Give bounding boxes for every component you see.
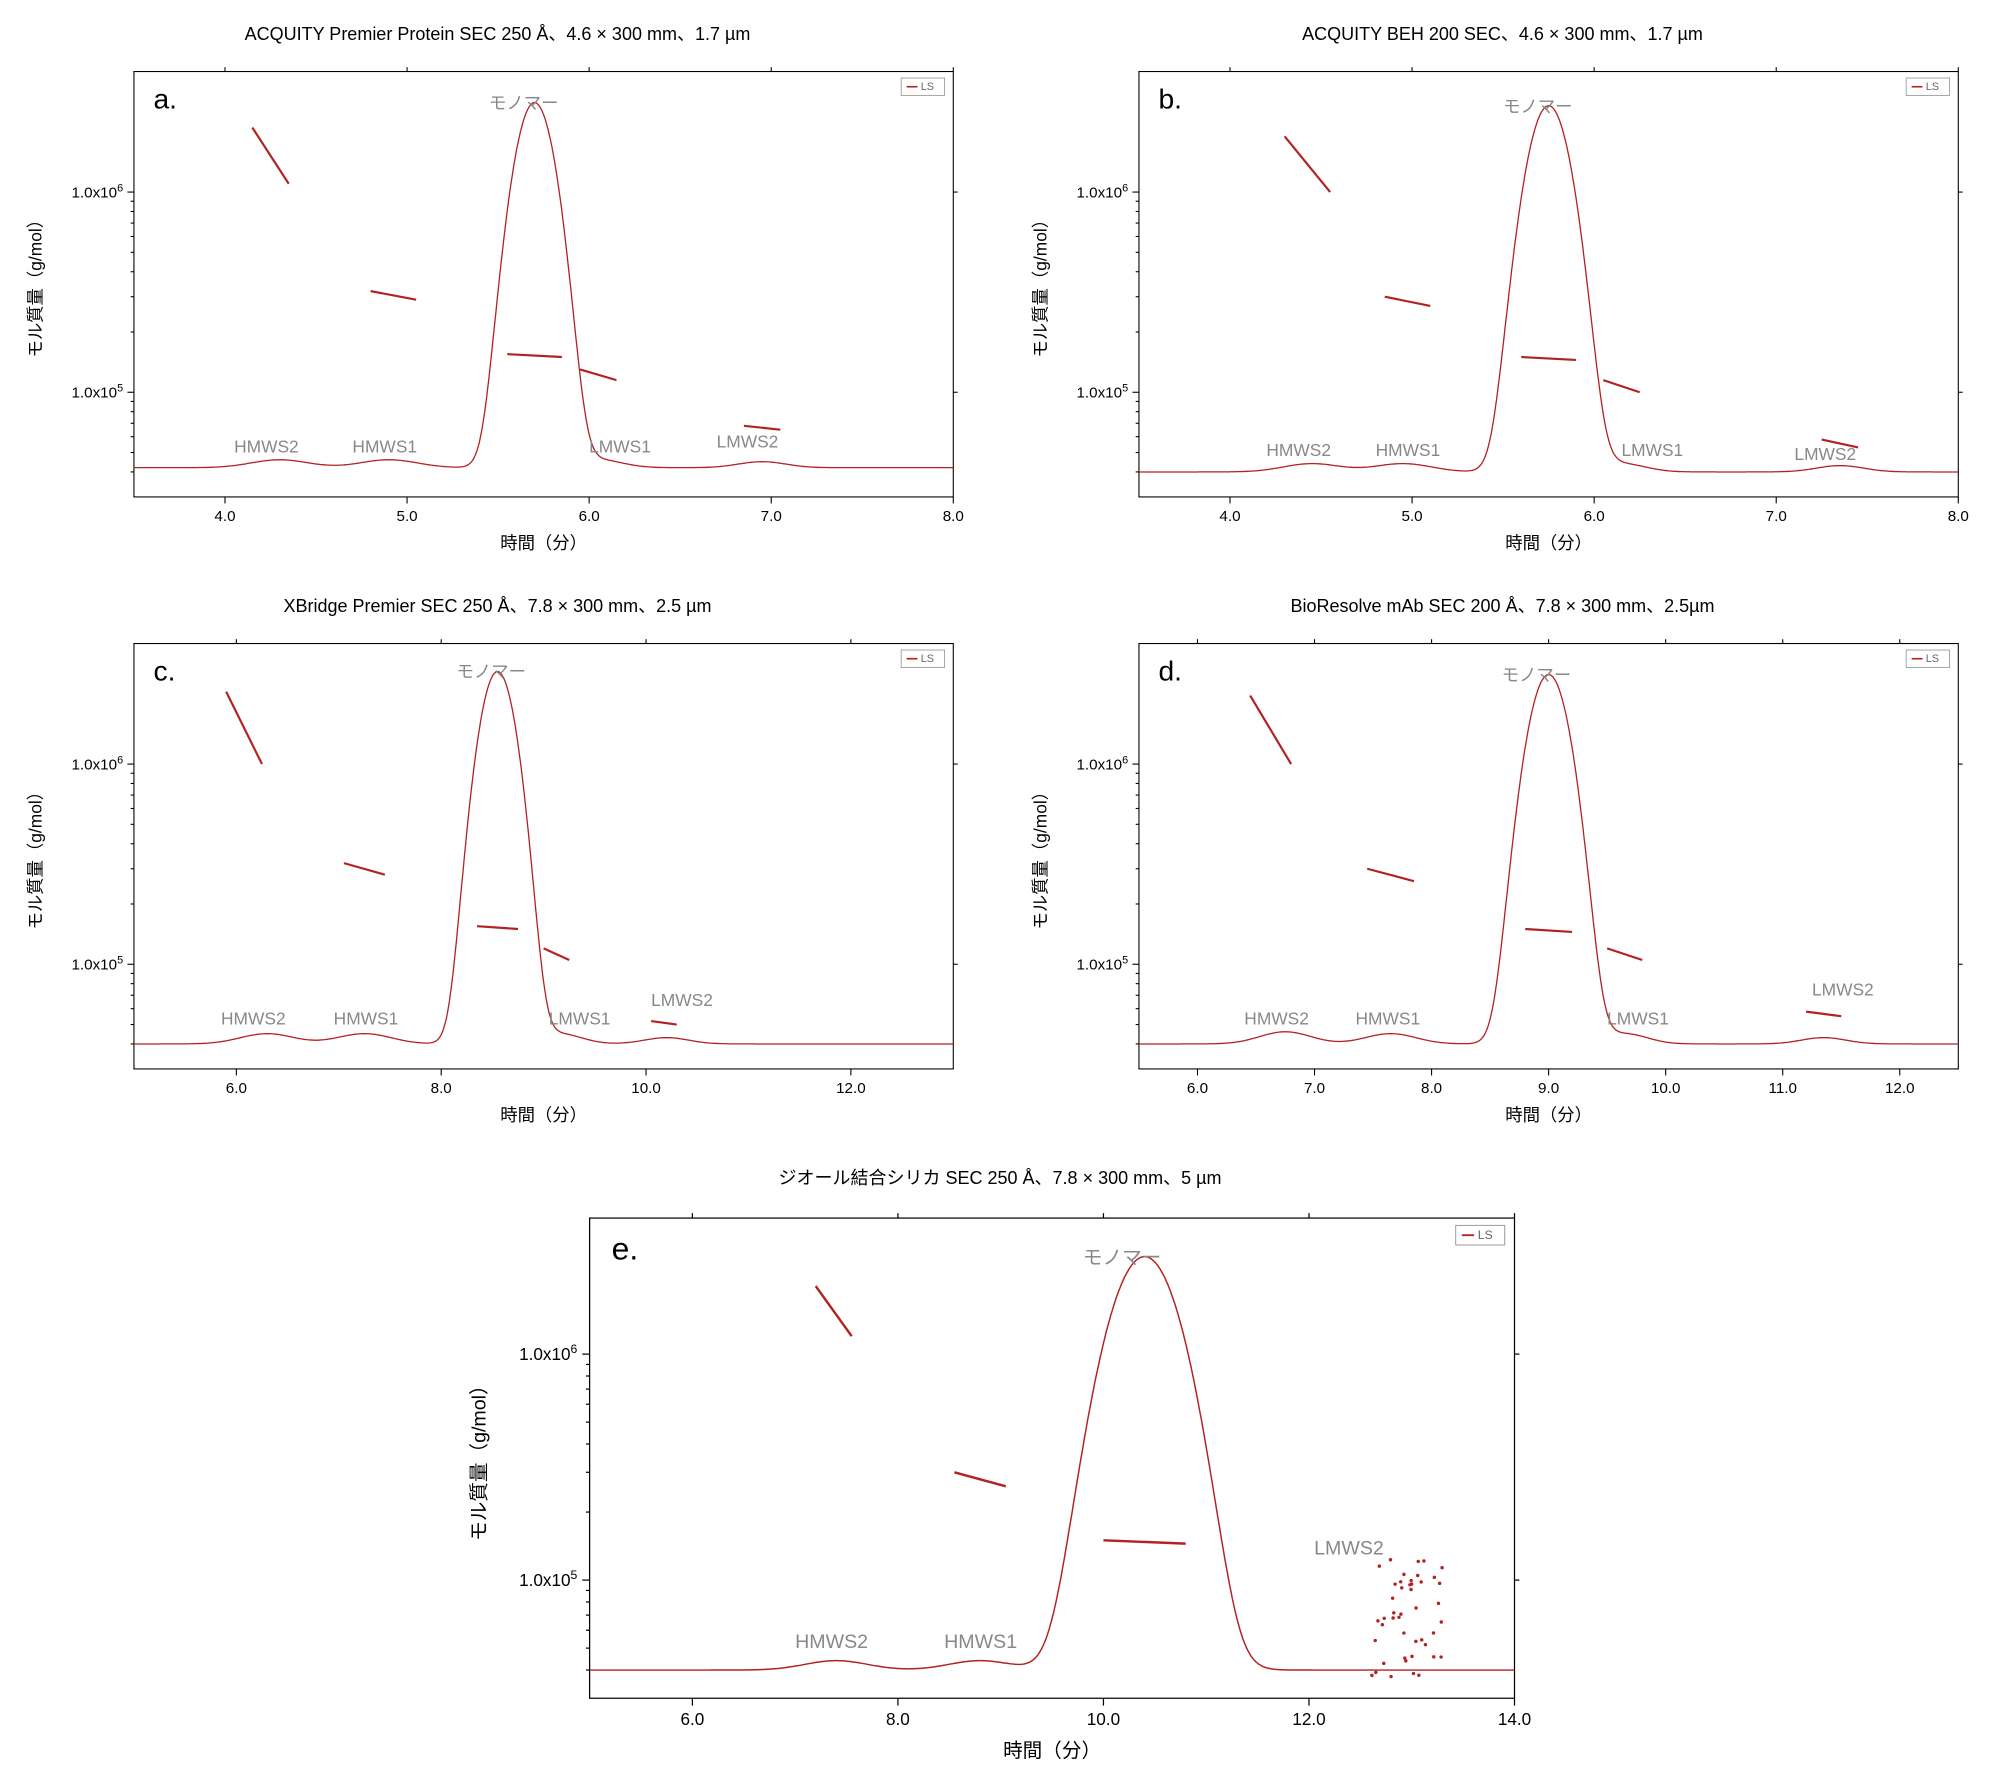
- svg-text:LMWS2: LMWS2: [651, 990, 713, 1010]
- svg-text:HMWS1: HMWS1: [1376, 440, 1441, 460]
- svg-text:HMWS1: HMWS1: [1355, 1009, 1420, 1029]
- chart-grid: ACQUITY Premier Protein SEC 250 Å、4.6 × …: [20, 20, 1980, 1772]
- svg-text:12.0: 12.0: [1292, 1709, 1325, 1729]
- svg-text:4.0: 4.0: [214, 508, 235, 525]
- svg-text:9.0: 9.0: [1538, 1080, 1559, 1097]
- panel-e-chart: 1.0x105 1.0x106 6.0 8.0 10.0 12.0 14.0 時間（分） モル質…: [461, 1196, 1539, 1772]
- svg-text:7.0: 7.0: [1304, 1080, 1325, 1097]
- svg-text:1.0x106: 1.0x106: [71, 182, 123, 201]
- svg-text:4.0: 4.0: [1219, 508, 1240, 525]
- svg-text:時間（分）: 時間（分）: [1505, 1105, 1592, 1125]
- svg-text:c.: c.: [153, 654, 175, 686]
- svg-text:HMWS1: HMWS1: [352, 437, 417, 457]
- svg-text:モル質量（g/mol）: モル質量（g/mol）: [1031, 211, 1051, 358]
- svg-text:HMWS2: HMWS2: [234, 437, 299, 457]
- svg-text:モノマー: モノマー: [1503, 96, 1572, 116]
- svg-text:時間（分）: 時間（分）: [1505, 533, 1592, 553]
- svg-text:時間（分）: 時間（分）: [1003, 1740, 1101, 1762]
- panel-a-chart: 1.0x105 1.0x106 4.0 5.0 6.0 7.0 8.0 時間（分） モル質量（g…: [20, 52, 975, 562]
- svg-text:1.0x105: 1.0x105: [519, 1568, 577, 1590]
- svg-text:7.0: 7.0: [761, 508, 782, 525]
- svg-text:1.0x105: 1.0x105: [1076, 955, 1128, 974]
- svg-text:モル質量（g/mol）: モル質量（g/mol）: [26, 783, 46, 930]
- panel-b-title: ACQUITY BEH 200 SEC、4.6 × 300 mm、1.7 µm: [1302, 20, 1703, 46]
- svg-text:12.0: 12.0: [1885, 1080, 1915, 1097]
- svg-text:LMWS2: LMWS2: [717, 431, 779, 451]
- panel-a: ACQUITY Premier Protein SEC 250 Å、4.6 × …: [20, 20, 975, 562]
- svg-text:HMWS2: HMWS2: [221, 1009, 286, 1029]
- svg-text:1.0x105: 1.0x105: [71, 383, 123, 402]
- svg-text:8.0: 8.0: [886, 1709, 910, 1729]
- panel-d-title: BioResolve mAb SEC 200 Å、7.8 × 300 mm、2.…: [1290, 592, 1714, 618]
- svg-text:8.0: 8.0: [1948, 508, 1969, 525]
- svg-text:時間（分）: 時間（分）: [500, 1105, 587, 1125]
- svg-text:モノマー: モノマー: [489, 93, 558, 113]
- svg-text:6.0: 6.0: [579, 508, 600, 525]
- svg-text:1.0x106: 1.0x106: [519, 1342, 577, 1364]
- svg-text:6.0: 6.0: [1187, 1080, 1208, 1097]
- svg-text:HMWS1: HMWS1: [334, 1009, 399, 1029]
- svg-text:LS: LS: [1478, 1228, 1493, 1242]
- svg-text:1.0x105: 1.0x105: [71, 955, 123, 974]
- svg-text:6.0: 6.0: [226, 1080, 247, 1097]
- panel-c-title: XBridge Premier SEC 250 Å、7.8 × 300 mm、2…: [283, 592, 711, 618]
- svg-text:モル質量（g/mol）: モル質量（g/mol）: [1031, 783, 1051, 930]
- panel-e-wrapper: ジオール結合シリカ SEC 250 Å、7.8 × 300 mm、5 µm 1.…: [20, 1164, 1980, 1772]
- panel-d: BioResolve mAb SEC 200 Å、7.8 × 300 mm、2.…: [1025, 592, 1980, 1134]
- svg-text:LMWS1: LMWS1: [589, 437, 651, 457]
- panel-b-chart: 1.0x105 1.0x106 4.0 5.0 6.0 7.0 8.0 時間（分） モル質量（g…: [1025, 52, 1980, 562]
- svg-text:LMWS1: LMWS1: [1607, 1009, 1669, 1029]
- svg-text:モノマー: モノマー: [1502, 665, 1571, 685]
- svg-text:10.0: 10.0: [631, 1080, 661, 1097]
- panel-d-chart: 1.0x105 1.0x106 6.0 7.0 8.0 9.0 10.0 11.0 12.0 時間…: [1025, 624, 1980, 1134]
- svg-text:LS: LS: [921, 653, 934, 665]
- svg-text:モル質量（g/mol）: モル質量（g/mol）: [469, 1376, 491, 1541]
- svg-text:HMWS2: HMWS2: [795, 1631, 868, 1653]
- svg-text:8.0: 8.0: [1421, 1080, 1442, 1097]
- svg-text:6.0: 6.0: [1584, 508, 1605, 525]
- svg-text:LMWS2: LMWS2: [1812, 979, 1874, 999]
- svg-text:d.: d.: [1158, 654, 1182, 686]
- svg-text:1.0x106: 1.0x106: [1076, 755, 1128, 774]
- svg-text:e.: e.: [612, 1231, 639, 1267]
- svg-text:モノマー: モノマー: [457, 662, 526, 682]
- svg-text:LMWS2: LMWS2: [1314, 1537, 1384, 1559]
- svg-text:a.: a.: [153, 82, 177, 114]
- svg-text:モノマー: モノマー: [1083, 1247, 1161, 1269]
- svg-text:時間（分）: 時間（分）: [500, 533, 587, 553]
- svg-text:12.0: 12.0: [836, 1080, 866, 1097]
- svg-text:HMWS2: HMWS2: [1244, 1009, 1309, 1029]
- svg-text:10.0: 10.0: [1651, 1080, 1681, 1097]
- panel-b: ACQUITY BEH 200 SEC、4.6 × 300 mm、1.7 µm …: [1025, 20, 1980, 562]
- svg-text:7.0: 7.0: [1766, 508, 1787, 525]
- svg-text:HMWS1: HMWS1: [944, 1631, 1017, 1653]
- svg-text:6.0: 6.0: [680, 1709, 704, 1729]
- svg-text:5.0: 5.0: [397, 508, 418, 525]
- svg-text:LMWS1: LMWS1: [549, 1009, 611, 1029]
- svg-text:LS: LS: [1926, 653, 1939, 665]
- svg-text:LMWS2: LMWS2: [1794, 444, 1856, 464]
- svg-text:11.0: 11.0: [1768, 1080, 1796, 1097]
- svg-text:1.0x106: 1.0x106: [71, 755, 123, 774]
- svg-text:1.0x105: 1.0x105: [1076, 383, 1128, 402]
- svg-text:5.0: 5.0: [1402, 508, 1423, 525]
- panel-c-chart: 1.0x105 1.0x106 6.0 8.0 10.0 12.0 時間（分） モル質量（g/…: [20, 624, 975, 1134]
- panel-e: ジオール結合シリカ SEC 250 Å、7.8 × 300 mm、5 µm 1.…: [461, 1164, 1539, 1772]
- svg-text:LMWS1: LMWS1: [1621, 440, 1683, 460]
- svg-text:14.0: 14.0: [1498, 1709, 1531, 1729]
- svg-text:b.: b.: [1158, 82, 1182, 114]
- svg-text:モル質量（g/mol）: モル質量（g/mol）: [26, 211, 46, 358]
- svg-text:HMWS2: HMWS2: [1266, 440, 1331, 460]
- panel-e-title: ジオール結合シリカ SEC 250 Å、7.8 × 300 mm、5 µm: [779, 1164, 1222, 1190]
- svg-text:LS: LS: [1926, 81, 1939, 93]
- svg-text:10.0: 10.0: [1087, 1709, 1120, 1729]
- panel-c: XBridge Premier SEC 250 Å、7.8 × 300 mm、2…: [20, 592, 975, 1134]
- svg-text:8.0: 8.0: [431, 1080, 452, 1097]
- svg-text:8.0: 8.0: [943, 508, 964, 525]
- svg-text:1.0x106: 1.0x106: [1076, 182, 1128, 201]
- svg-text:LS: LS: [921, 81, 934, 93]
- panel-a-title: ACQUITY Premier Protein SEC 250 Å、4.6 × …: [245, 20, 751, 46]
